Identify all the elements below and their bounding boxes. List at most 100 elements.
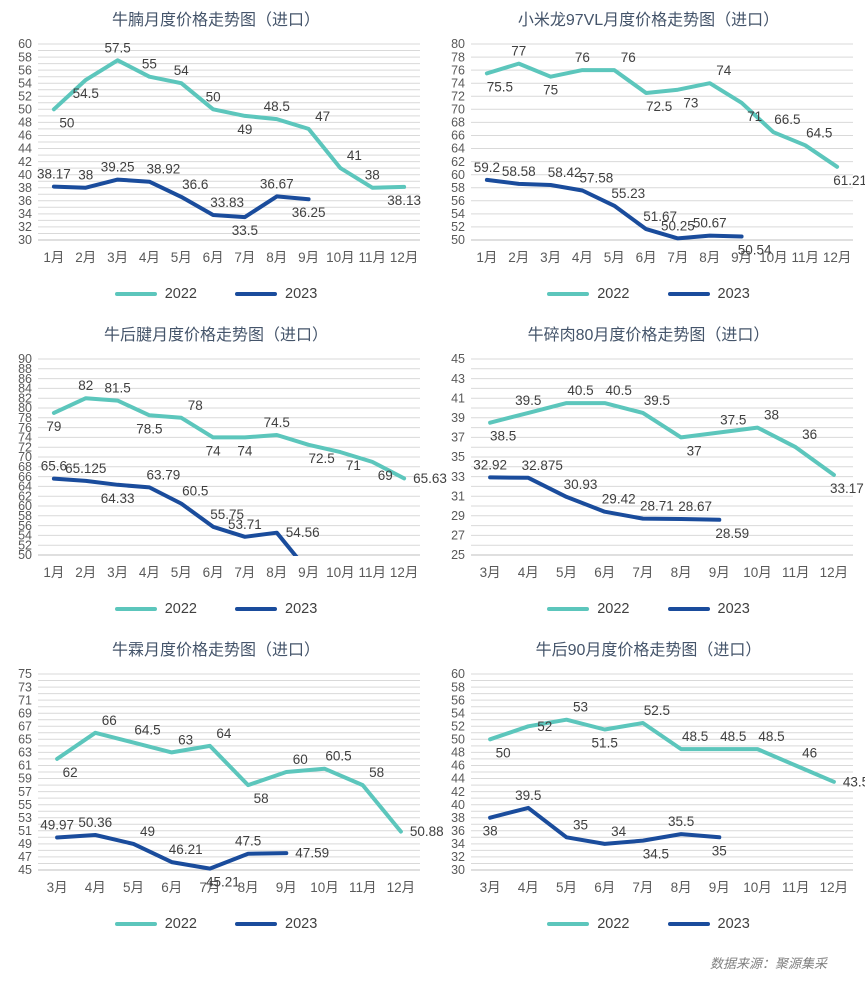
svg-text:50.67: 50.67 [692, 216, 726, 231]
legend-item-2023: 2023 [235, 601, 317, 617]
legend-swatch-2023 [667, 291, 710, 297]
svg-text:53.71: 53.71 [228, 517, 262, 532]
legend-item-2022: 2022 [114, 286, 197, 302]
svg-text:46.21: 46.21 [169, 842, 203, 857]
svg-text:81.5: 81.5 [104, 381, 130, 396]
svg-text:64: 64 [451, 142, 465, 156]
svg-text:50.25: 50.25 [661, 218, 695, 233]
legend-label-2022: 2022 [164, 286, 197, 302]
svg-text:6月: 6月 [594, 880, 615, 895]
svg-text:52: 52 [537, 719, 552, 734]
svg-text:76: 76 [451, 63, 465, 77]
svg-text:71: 71 [346, 458, 361, 473]
svg-text:7月: 7月 [199, 880, 220, 895]
svg-text:33: 33 [451, 470, 465, 484]
svg-text:51.67: 51.67 [643, 209, 677, 224]
svg-text:52: 52 [18, 90, 32, 104]
svg-text:4月: 4月 [517, 880, 538, 895]
svg-text:69: 69 [18, 706, 32, 720]
svg-text:45: 45 [18, 863, 32, 877]
svg-text:12月: 12月 [819, 880, 848, 895]
svg-text:36.25: 36.25 [292, 205, 326, 220]
svg-text:48: 48 [451, 746, 465, 760]
svg-text:58: 58 [18, 50, 32, 64]
line-chart: 5052545658606264666870727476788082848688… [18, 352, 447, 580]
chart-title: 牛霖月度价格走势图（进口） [111, 642, 320, 659]
svg-text:34: 34 [611, 824, 627, 839]
svg-text:63.79: 63.79 [147, 467, 181, 482]
svg-text:50: 50 [495, 745, 510, 760]
legend-item-2023: 2023 [667, 286, 750, 302]
svg-text:3月: 3月 [479, 565, 500, 580]
svg-text:5月: 5月 [603, 250, 624, 265]
svg-text:35: 35 [451, 450, 465, 464]
svg-text:27: 27 [451, 529, 465, 543]
line-chart: 25 27 29 31 33 35 37 39 41 43 45 3月 4月 5月 6月 7月 8月 9月 10月 1… [451, 352, 864, 580]
svg-text:48.5: 48.5 [720, 729, 746, 744]
svg-text:48.5: 48.5 [758, 729, 784, 744]
svg-text:32.92: 32.92 [473, 457, 507, 472]
legend-swatch-2023 [667, 921, 710, 927]
svg-text:9月: 9月 [731, 250, 752, 265]
svg-text:58: 58 [451, 680, 465, 694]
svg-text:60: 60 [451, 168, 465, 182]
svg-text:10月: 10月 [759, 250, 788, 265]
svg-text:72.5: 72.5 [308, 451, 334, 466]
svg-text:64.33: 64.33 [101, 491, 135, 506]
svg-text:32: 32 [451, 850, 465, 864]
svg-text:61.21: 61.21 [833, 173, 865, 188]
svg-text:39.5: 39.5 [515, 393, 541, 408]
svg-text:60.5: 60.5 [182, 484, 208, 499]
svg-text:6月: 6月 [203, 565, 224, 580]
svg-text:48: 48 [18, 116, 32, 130]
svg-text:9月: 9月 [708, 565, 729, 580]
svg-text:39.5: 39.5 [643, 393, 669, 408]
svg-text:76: 76 [620, 50, 635, 65]
svg-text:12月: 12月 [390, 565, 419, 580]
svg-text:74: 74 [716, 63, 732, 78]
svg-text:12月: 12月 [390, 250, 419, 265]
svg-text:29.42: 29.42 [601, 492, 635, 507]
svg-text:2月: 2月 [75, 250, 96, 265]
svg-text:5月: 5月 [555, 880, 576, 895]
svg-text:2月: 2月 [508, 250, 529, 265]
svg-text:38.92: 38.92 [147, 162, 181, 177]
chart-card-trimmings-80: 牛碎肉80月度价格走势图（进口） 25 27 29 31 33 35 37 39 41 43 45 3… [432, 315, 865, 630]
svg-text:45.21: 45.21 [206, 875, 240, 890]
svg-text:55.23: 55.23 [611, 186, 645, 201]
chart-card-hindquarter-90: 牛后90月度价格走势图（进口） 30 32 34 36 38 40 42 44 46 48 50 52… [432, 630, 865, 945]
svg-text:50: 50 [18, 103, 32, 117]
svg-text:78: 78 [188, 398, 203, 413]
svg-text:6月: 6月 [635, 250, 656, 265]
chart-legend: 2022 2023 [114, 916, 318, 932]
svg-text:5月: 5月 [123, 880, 144, 895]
svg-text:4月: 4月 [139, 565, 160, 580]
svg-text:8月: 8月 [699, 250, 720, 265]
legend-label-2022: 2022 [164, 916, 197, 932]
chart-title: 小米龙97VL月度价格走势图（进口） [517, 12, 780, 29]
svg-text:58: 58 [18, 509, 32, 523]
svg-text:70: 70 [451, 103, 465, 117]
svg-text:80: 80 [451, 37, 465, 51]
svg-text:69: 69 [378, 468, 393, 483]
legend-item-2022: 2022 [114, 601, 197, 617]
svg-text:39: 39 [451, 411, 465, 425]
svg-text:47: 47 [18, 850, 32, 864]
svg-text:10月: 10月 [310, 880, 339, 895]
svg-text:5月: 5月 [171, 565, 192, 580]
legend-label-2023: 2023 [285, 916, 318, 932]
svg-text:78.5: 78.5 [136, 421, 162, 436]
svg-text:28.71: 28.71 [640, 499, 674, 514]
svg-text:43.5: 43.5 [842, 774, 865, 789]
svg-text:10月: 10月 [743, 565, 772, 580]
chart-legend: 2022 2023 [547, 916, 750, 932]
legend-swatch-2022 [114, 921, 157, 927]
svg-text:30: 30 [18, 233, 32, 247]
legend-label-2022: 2022 [597, 286, 630, 302]
svg-text:38: 38 [78, 168, 93, 183]
svg-text:88: 88 [18, 362, 32, 376]
legend-swatch-2022 [547, 291, 590, 297]
svg-text:60: 60 [18, 37, 32, 51]
chart-card-knuckle: 牛霖月度价格走势图（进口） 45 47 49 51 53 55 57 59 61 63 65 67 69… [0, 630, 444, 945]
